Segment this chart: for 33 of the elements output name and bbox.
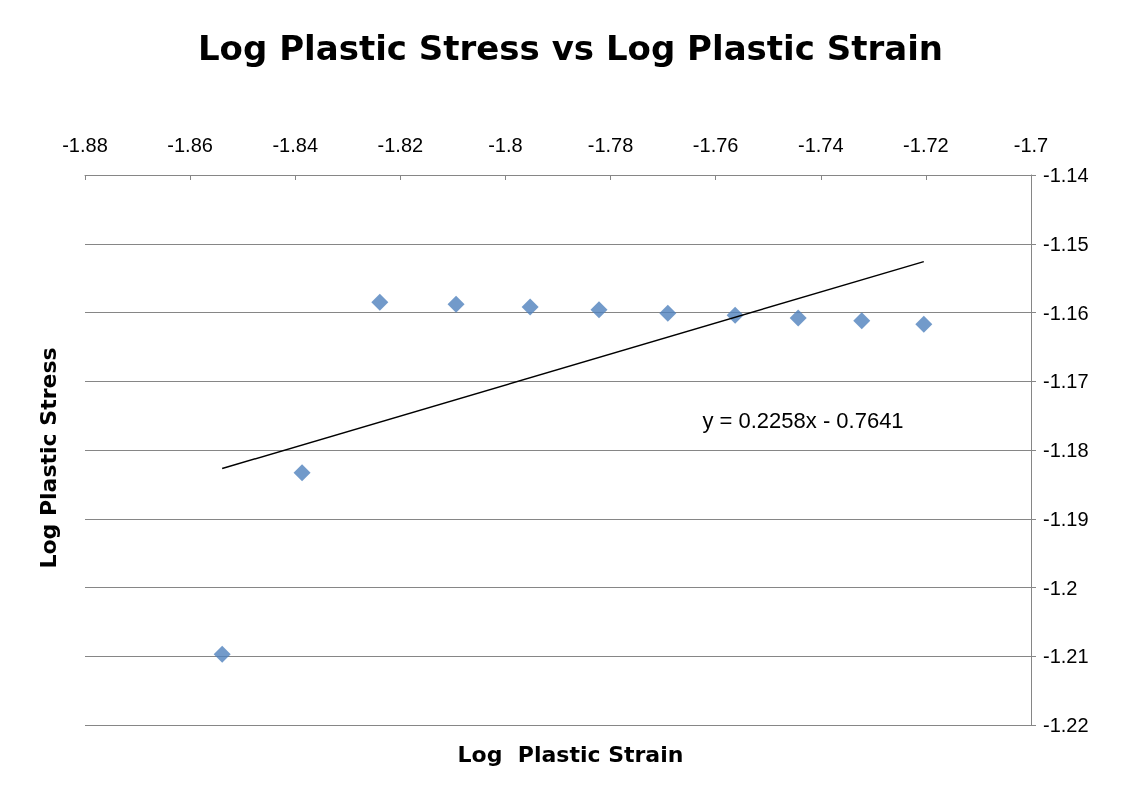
- y-tick-label: -1.16: [1043, 301, 1089, 324]
- point: [789, 309, 807, 327]
- point: [371, 293, 389, 311]
- point: [447, 295, 465, 313]
- y-tick-label: -1.19: [1043, 507, 1089, 530]
- x-tick-label: -1.7: [1013, 134, 1049, 156]
- x-tick-label: -1.74: [797, 134, 844, 156]
- point: [293, 464, 311, 482]
- y-tick-label: -1.21: [1043, 645, 1089, 668]
- x-tick-label: -1.86: [167, 134, 213, 156]
- x-tick-label: -1.8: [488, 134, 523, 156]
- x-tick-label: -1.82: [377, 134, 424, 156]
- y-tick-label: -1.18: [1043, 439, 1089, 461]
- y-tick-label: -1.2: [1043, 576, 1078, 599]
- x-tick-label: -1.88: [62, 134, 108, 156]
- y-axis-title: Log Plastic Stress: [35, 347, 61, 569]
- point: [213, 645, 231, 663]
- y-tick-label: -1.14: [1043, 164, 1089, 186]
- x-tick-label: -1.78: [587, 134, 634, 156]
- point: [853, 312, 871, 330]
- y-tick-label: -1.15: [1043, 232, 1089, 255]
- point: [590, 301, 608, 319]
- y-tick-label: -1.22: [1043, 714, 1089, 736]
- point: [659, 304, 677, 322]
- y-tick-label: -1.17: [1043, 370, 1089, 393]
- annotation: y = 0.2258x - 0.7641: [702, 407, 904, 433]
- point: [915, 315, 933, 333]
- x-axis-title: Log Plastic Strain: [457, 741, 684, 767]
- x-tick-label: -1.72: [903, 134, 949, 156]
- x-tick-label: -1.76: [692, 134, 739, 156]
- point: [521, 298, 539, 316]
- chart-title: Log Plastic Stress vs Log Plastic Strain: [197, 28, 944, 68]
- x-tick-label: -1.84: [272, 134, 319, 156]
